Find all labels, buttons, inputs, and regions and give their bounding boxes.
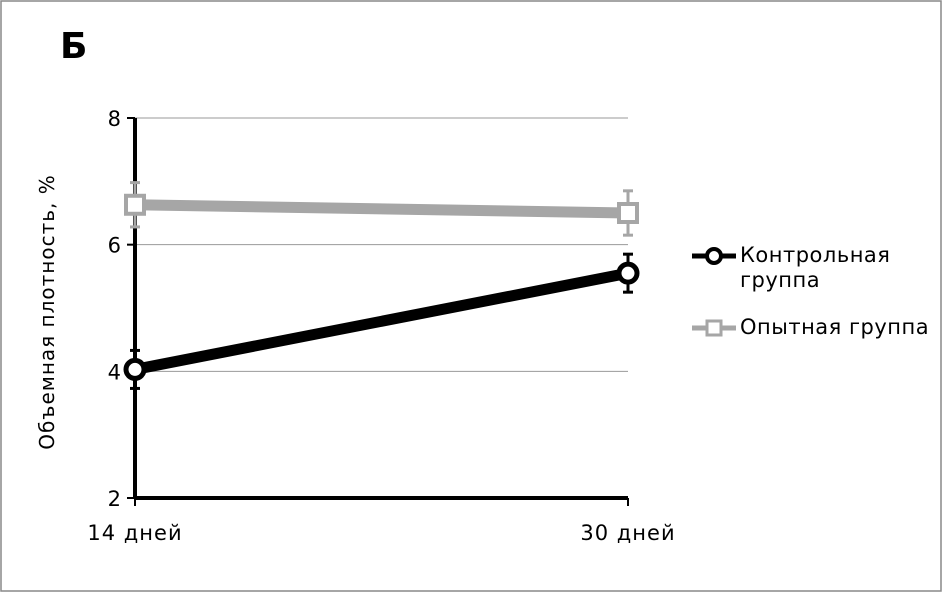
legend-label: Опытная группа [740,315,930,339]
marker [124,193,146,216]
y-tick-label: 6 [108,234,121,258]
marker [123,357,147,381]
x-tick-label: 14 дней [87,521,182,545]
legend-marker [705,319,723,337]
line [134,199,629,219]
legend-key [692,247,736,265]
y-tick-label: 8 [108,107,121,131]
legend-marker [705,247,723,265]
chart-title: Б [60,26,87,67]
legend-item: Опытная группа [690,315,930,341]
legend-item: Контрольная группа [690,243,930,293]
y-axis-label: Объемная плотность, % [35,174,59,450]
legend-label: Контрольная группа [740,243,891,292]
x-tick-label: 30 дней [580,521,675,545]
y-tick-label: 2 [108,487,121,511]
marker [616,261,640,285]
line [133,267,630,375]
y-tick-label: 4 [108,360,121,384]
legend-key [692,319,736,337]
marker [617,202,639,224]
